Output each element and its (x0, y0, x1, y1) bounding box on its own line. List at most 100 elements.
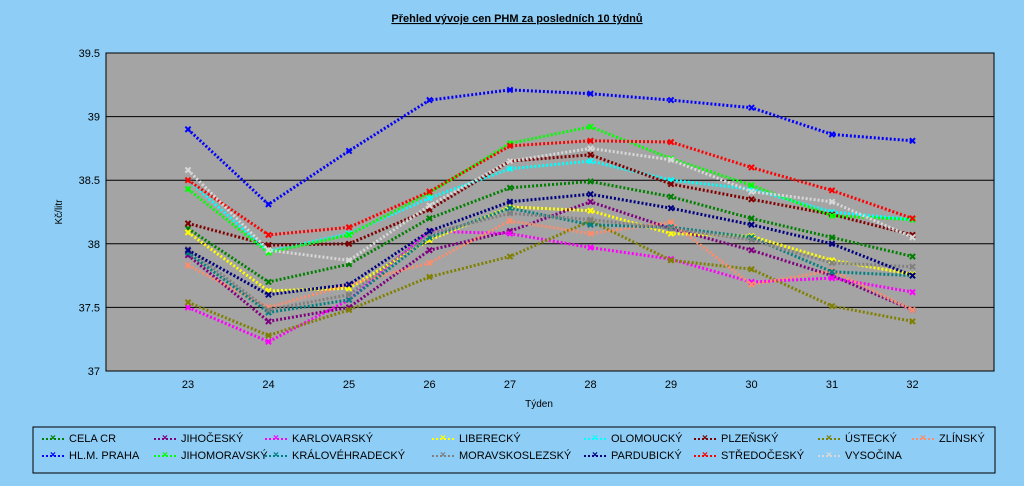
y-tick-label: 39.5 (79, 48, 100, 60)
legend-item: × HL.M. PRAHA (42, 450, 139, 462)
data-point (184, 229, 192, 236)
legend-swatch: × (265, 451, 287, 461)
data-point (828, 259, 836, 267)
data-point (909, 288, 916, 296)
series-line (184, 145, 916, 264)
data-point (345, 240, 353, 248)
x-tick-label: 28 (584, 379, 596, 391)
data-point (587, 151, 594, 159)
data-point (506, 184, 514, 192)
legend-item: × JIHOČESKÝ (154, 433, 243, 445)
data-point (184, 262, 192, 269)
legend-label: JIHOMORAVSKÝ (181, 450, 268, 462)
legend-item: × ZLÍNSKÝ (912, 433, 985, 445)
legend-item: × PLZEŇSKÝ (694, 433, 778, 445)
x-axis-ticks: 23 24 25 26 27 28 29 30 31 32 (182, 379, 919, 391)
data-point (265, 291, 272, 298)
series-path (187, 206, 913, 315)
legend-label: STŘEDOČESKÝ (721, 450, 805, 462)
x-tick-label: 24 (262, 379, 274, 391)
data-point (828, 212, 836, 220)
legend-item: × ÚSTECKÝ (818, 433, 897, 445)
y-tick-label: 39 (88, 112, 100, 124)
legend-swatch: × (154, 434, 176, 444)
legend-swatch: × (818, 434, 840, 444)
legend-item: × KRÁLOVÉHRADECKÝ (265, 450, 405, 462)
data-point (748, 246, 755, 254)
data-point (426, 273, 433, 281)
data-point (265, 201, 272, 208)
data-point (748, 181, 755, 189)
legend-label: PARDUBICKÝ (611, 450, 682, 462)
data-point (909, 272, 916, 279)
series-path (187, 192, 914, 297)
legend-label: OLOMOUCKÝ (611, 433, 683, 445)
data-point (828, 268, 836, 276)
data-point (506, 198, 514, 206)
x-tick-label: 31 (826, 379, 838, 391)
legend-label: KRÁLOVÉHRADECKÝ (292, 450, 406, 462)
data-point (184, 299, 192, 306)
legend-item: × OLOMOUCKÝ (584, 433, 683, 445)
data-point (587, 198, 594, 206)
data-point (587, 244, 594, 251)
data-point (345, 231, 353, 239)
x-tick-label: 27 (504, 379, 516, 391)
data-point (909, 263, 916, 271)
data-point (587, 123, 594, 131)
series-path (187, 179, 913, 284)
data-point (506, 253, 514, 260)
series-line (184, 137, 916, 239)
legend-swatch: × (694, 434, 716, 444)
legend-item: × PARDUBICKÝ (584, 450, 682, 462)
series-path (186, 146, 914, 262)
data-point (506, 142, 514, 150)
data-point (587, 216, 594, 223)
y-axis-ticks: 37 37.5 38 38.5 39 39.5 (79, 48, 100, 378)
legend-item: × LIBERECKÝ (432, 433, 521, 445)
chart-title: Přehled vývoje cen PHM za posledních 10 … (391, 13, 642, 25)
x-tick-label: 29 (665, 379, 677, 391)
data-point (667, 218, 675, 226)
legend-item: × CELA CR (42, 433, 116, 445)
data-point (587, 221, 594, 229)
data-point (265, 332, 272, 339)
data-point (426, 215, 433, 222)
series-lines (184, 86, 916, 346)
data-point (587, 157, 594, 165)
data-point (345, 296, 353, 304)
y-tick-label: 37.5 (79, 302, 100, 314)
data-point (828, 234, 836, 241)
legend-swatch: × (584, 434, 606, 444)
data-point (667, 180, 675, 188)
legend-item: × VYSOČINA (818, 450, 902, 462)
data-point (506, 230, 514, 237)
data-point (828, 302, 836, 310)
data-point (909, 253, 916, 260)
data-point (426, 194, 433, 202)
data-point (667, 257, 675, 264)
data-point (345, 291, 353, 298)
data-point (265, 278, 272, 286)
data-point (748, 188, 755, 195)
data-point (667, 225, 675, 232)
data-point (909, 137, 916, 145)
legend-swatch: × (694, 451, 716, 461)
data-point (265, 231, 272, 239)
series-path (187, 219, 914, 312)
x-tick-label: 32 (906, 379, 918, 391)
legend-label: ZLÍNSKÝ (939, 433, 985, 445)
data-point (667, 156, 675, 164)
data-point (748, 281, 755, 288)
legend-swatch: × (584, 451, 606, 461)
data-point (426, 259, 433, 267)
data-point (265, 338, 272, 346)
series-line (184, 86, 916, 208)
legend-label: HL.M. PRAHA (69, 450, 140, 462)
y-tick-label: 37 (88, 366, 100, 378)
legend-label: KARLOVARSKÝ (292, 433, 374, 445)
data-point (587, 137, 594, 145)
legend-label: VYSOČINA (845, 450, 902, 462)
